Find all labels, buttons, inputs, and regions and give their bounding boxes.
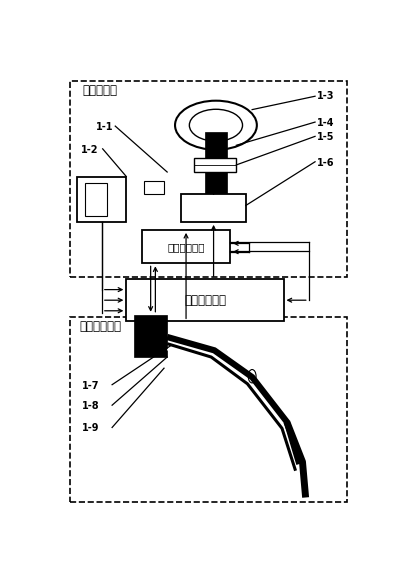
- Text: 1-9: 1-9: [81, 423, 99, 433]
- Bar: [143, 181, 164, 195]
- Bar: [85, 183, 107, 216]
- Bar: [194, 157, 236, 172]
- Bar: [142, 230, 230, 263]
- Bar: [181, 194, 245, 222]
- Bar: [70, 317, 346, 502]
- Bar: [77, 177, 126, 222]
- Text: 单片机控制器: 单片机控制器: [167, 241, 204, 252]
- Bar: [70, 80, 346, 277]
- Bar: [134, 315, 167, 357]
- Text: 1-1: 1-1: [96, 122, 113, 133]
- Bar: [205, 132, 226, 159]
- Text: 1-5: 1-5: [316, 132, 333, 142]
- Text: 运动控制单元: 运动控制单元: [183, 294, 225, 307]
- Text: 1-3: 1-3: [316, 91, 333, 101]
- Text: 1-7: 1-7: [81, 381, 99, 391]
- Bar: [205, 172, 226, 195]
- Text: 1-2: 1-2: [81, 145, 98, 155]
- Text: 转向执行模块: 转向执行模块: [79, 320, 121, 333]
- Text: 1-8: 1-8: [81, 401, 99, 411]
- Bar: [126, 279, 283, 321]
- Text: 方向盘模块: 方向盘模块: [82, 84, 117, 97]
- Text: 1-4: 1-4: [316, 118, 333, 128]
- Text: 1-6: 1-6: [316, 158, 333, 168]
- Ellipse shape: [247, 369, 256, 383]
